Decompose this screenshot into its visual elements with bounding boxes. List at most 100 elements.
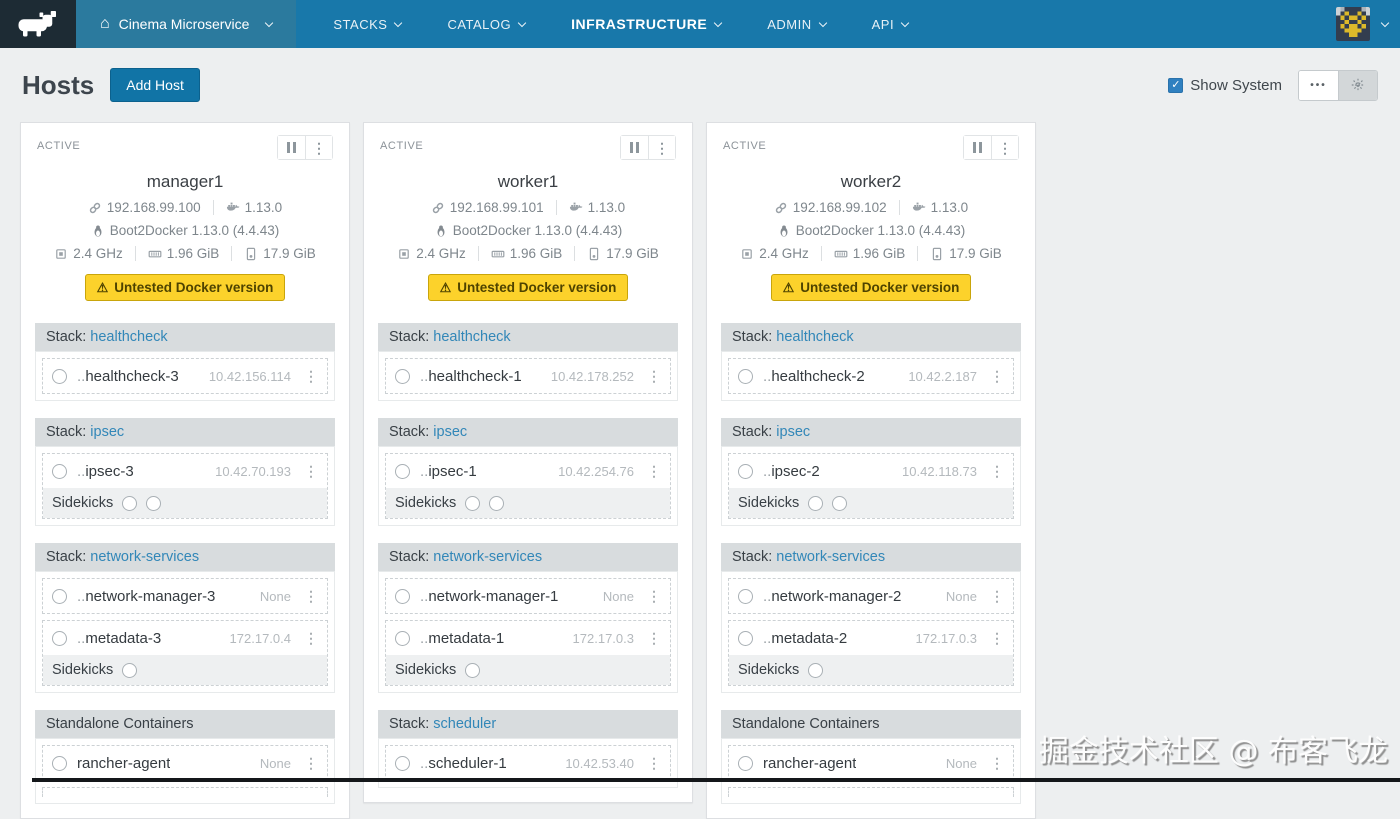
container-state-icon [738,368,753,384]
container-row[interactable]: ..healthcheck-3 10.42.156.114 ⋮ [43,359,327,393]
sidekick-state-icon[interactable] [489,495,505,511]
container-menu-icon[interactable]: ⋮ [304,463,318,479]
nav-item-api[interactable]: API [849,0,931,48]
stack-link[interactable]: ipsec [433,424,468,440]
container-row[interactable]: rancher-agent None ⋮ [43,746,327,780]
container-menu-icon[interactable]: ⋮ [647,755,661,771]
stack-link[interactable]: scheduler [433,716,497,732]
container-row[interactable]: ..metadata-1 172.17.0.3 ⋮ [386,621,670,655]
more-views-button[interactable]: ••• [1299,70,1338,100]
host-menu-button[interactable]: ⋮ [991,136,1018,159]
untested-docker-warning-badge[interactable]: ⚠ Untested Docker version [427,274,629,301]
container-ip: 10.42.53.40 [565,755,634,771]
pause-icon [973,142,982,153]
container-name[interactable]: healthcheck-2 [771,367,865,385]
container-row[interactable]: ..ipsec-3 10.42.70.193 ⋮ [43,454,327,488]
container-row[interactable]: ..healthcheck-1 10.42.178.252 ⋮ [386,359,670,393]
stack-section: Stack: network-services ..network-manager… [721,543,1021,693]
host-menu-button[interactable]: ⋮ [305,136,332,159]
container-row[interactable]: ..ipsec-1 10.42.254.76 ⋮ [386,454,670,488]
container-row[interactable]: ..scheduler-1 10.42.53.40 ⋮ [386,746,670,780]
nav-item-infrastructure[interactable]: INFRASTRUCTURE [548,0,744,48]
container-row[interactable]: ..healthcheck-2 10.42.2.187 ⋮ [729,359,1013,393]
container-name[interactable]: scheduler-1 [428,754,507,772]
container-row[interactable]: ..metadata-3 172.17.0.4 ⋮ [43,621,327,655]
container-name[interactable]: metadata-3 [85,629,162,647]
container-row[interactable]: rancher-agent None ⋮ [729,746,1013,780]
container-row[interactable]: ..network-manager-2 None ⋮ [729,579,1013,613]
container-name[interactable]: rancher-agent [77,754,171,772]
sidekick-state-icon[interactable] [808,495,824,511]
stack-link[interactable]: ipsec [776,424,811,440]
container-menu-icon[interactable]: ⋮ [990,588,1004,604]
container-menu-icon[interactable]: ⋮ [990,368,1004,384]
container-name[interactable]: network-manager-2 [771,587,902,605]
container-menu-icon[interactable]: ⋮ [304,368,318,384]
rancher-logo[interactable] [0,0,76,48]
untested-docker-warning-badge[interactable]: ⚠ Untested Docker version [84,274,286,301]
container-menu-icon[interactable]: ⋮ [990,630,1004,646]
container-name[interactable]: metadata-2 [771,629,848,647]
container-name[interactable]: healthcheck-3 [85,367,179,385]
container-name[interactable]: ipsec-3 [85,462,134,480]
stack-link[interactable]: network-services [776,549,886,565]
stack-link[interactable]: healthcheck [90,329,168,345]
container-menu-icon[interactable]: ⋮ [647,368,661,384]
deactivate-host-button[interactable] [964,136,991,159]
deactivate-host-button[interactable] [278,136,305,159]
deactivate-host-button[interactable] [621,136,648,159]
environment-selector[interactable]: ⌂ Cinema Microservice [76,0,297,48]
container-name[interactable]: healthcheck-1 [428,367,522,385]
stack-link[interactable]: healthcheck [433,329,511,345]
stack-link[interactable]: network-services [90,549,200,565]
host-view-button[interactable] [1338,70,1377,100]
container-name[interactable]: network-manager-1 [428,587,559,605]
container-row[interactable]: ..network-manager-1 None ⋮ [386,579,670,613]
container-menu-icon[interactable]: ⋮ [990,755,1004,771]
container-menu-icon[interactable]: ⋮ [647,463,661,479]
nav-item-admin[interactable]: ADMIN [744,0,848,48]
sidekick-state-icon[interactable] [122,495,138,511]
container-name[interactable]: network-manager-3 [85,587,216,605]
nav-item-catalog[interactable]: CATALOG [424,0,548,48]
container-row[interactable]: ..metadata-2 172.17.0.3 ⋮ [729,621,1013,655]
stack-link[interactable]: network-services [433,549,543,565]
stack-link[interactable]: healthcheck [776,329,854,345]
add-host-button[interactable]: Add Host [110,68,200,102]
user-menu[interactable] [1336,0,1400,48]
container-menu-icon[interactable]: ⋮ [304,755,318,771]
container-row[interactable]: ..network-manager-3 None ⋮ [43,579,327,613]
container-name[interactable]: metadata-1 [428,629,505,647]
host-name[interactable]: worker2 [840,172,902,191]
container-menu-icon[interactable]: ⋮ [647,630,661,646]
container-state-icon [395,368,410,384]
host-name[interactable]: worker1 [497,172,559,191]
container-name[interactable]: ipsec-2 [771,462,820,480]
show-system-checkbox[interactable]: ✓ [1168,77,1184,93]
pause-icon [630,142,639,153]
sidekick-state-icon[interactable] [146,495,162,511]
sidekick-state-icon[interactable] [832,495,848,511]
container-row[interactable]: ..ipsec-2 10.42.118.73 ⋮ [729,454,1013,488]
sidekick-state-icon[interactable] [465,495,481,511]
sidekick-state-icon[interactable] [808,662,824,678]
container-state-icon [395,463,410,479]
divider [820,246,822,261]
nav-item-stacks[interactable]: STACKS [310,0,424,48]
container-menu-icon[interactable]: ⋮ [990,463,1004,479]
container-menu-icon[interactable]: ⋮ [647,588,661,604]
container-menu-icon[interactable]: ⋮ [304,588,318,604]
container-name[interactable]: rancher-agent [763,754,857,772]
chevron-down-icon [394,18,403,27]
container-menu-icon[interactable]: ⋮ [304,630,318,646]
container-name[interactable]: ipsec-1 [428,462,477,480]
host-name[interactable]: manager1 [146,172,224,191]
stack-link[interactable]: ipsec [90,424,125,440]
host-menu-button[interactable]: ⋮ [648,136,675,159]
memory-icon [491,250,505,257]
sidekick-state-icon[interactable] [122,662,138,678]
container-ip: None [945,755,977,771]
stack-section-label: Stack: [389,329,430,345]
sidekick-state-icon[interactable] [465,662,481,678]
untested-docker-warning-badge[interactable]: ⚠ Untested Docker version [770,274,972,301]
